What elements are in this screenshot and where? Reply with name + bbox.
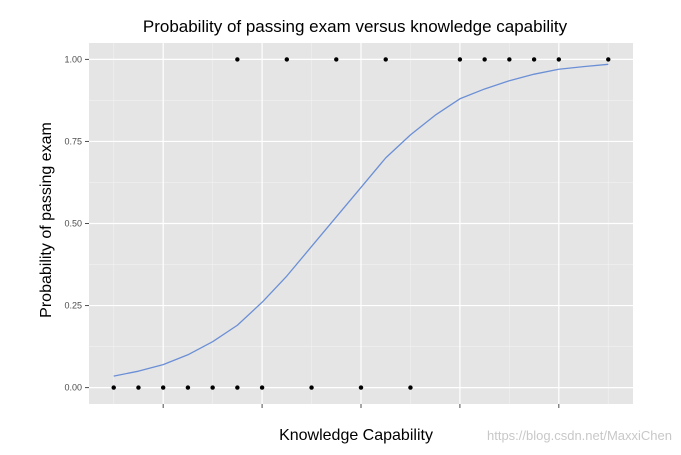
data-point [235,57,240,62]
data-point [507,57,512,62]
data-point [408,385,413,390]
watermark: https://blog.csdn.net/MaxxiChen [487,428,672,443]
grid-lines [89,43,633,404]
data-point [606,57,611,62]
data-point [259,385,265,390]
data-point [160,385,166,390]
data-point [358,385,364,390]
y-tick-label: 0.50 [64,219,82,229]
data-point [531,57,537,62]
y-axis-label: Probability of passing exam [38,122,55,318]
data-point [185,385,191,390]
data-point [334,57,339,62]
chart-title: Probability of passing exam versus knowl… [143,17,568,36]
y-tick-label: 0.75 [64,136,82,146]
data-point [284,57,290,62]
data-point [383,57,388,62]
y-tick-labels: 0.00 0.25 0.50 0.75 1.00 [64,54,82,392]
data-point [136,385,141,390]
fitted-logistic-curve [113,63,609,377]
data-points-layer [111,57,611,390]
data-point [556,57,562,62]
data-point [111,385,116,390]
data-point [309,385,314,390]
axis-ticks [85,58,560,408]
x-axis-label: Knowledge Capability [279,427,433,444]
data-point [210,385,215,390]
fitted-curve-layer [113,63,609,377]
data-point [457,57,463,62]
data-point [235,385,240,390]
y-tick-label: 1.00 [64,54,82,64]
y-tick-label: 0.00 [64,383,82,393]
data-point [482,57,487,62]
y-tick-label: 0.25 [64,301,82,311]
